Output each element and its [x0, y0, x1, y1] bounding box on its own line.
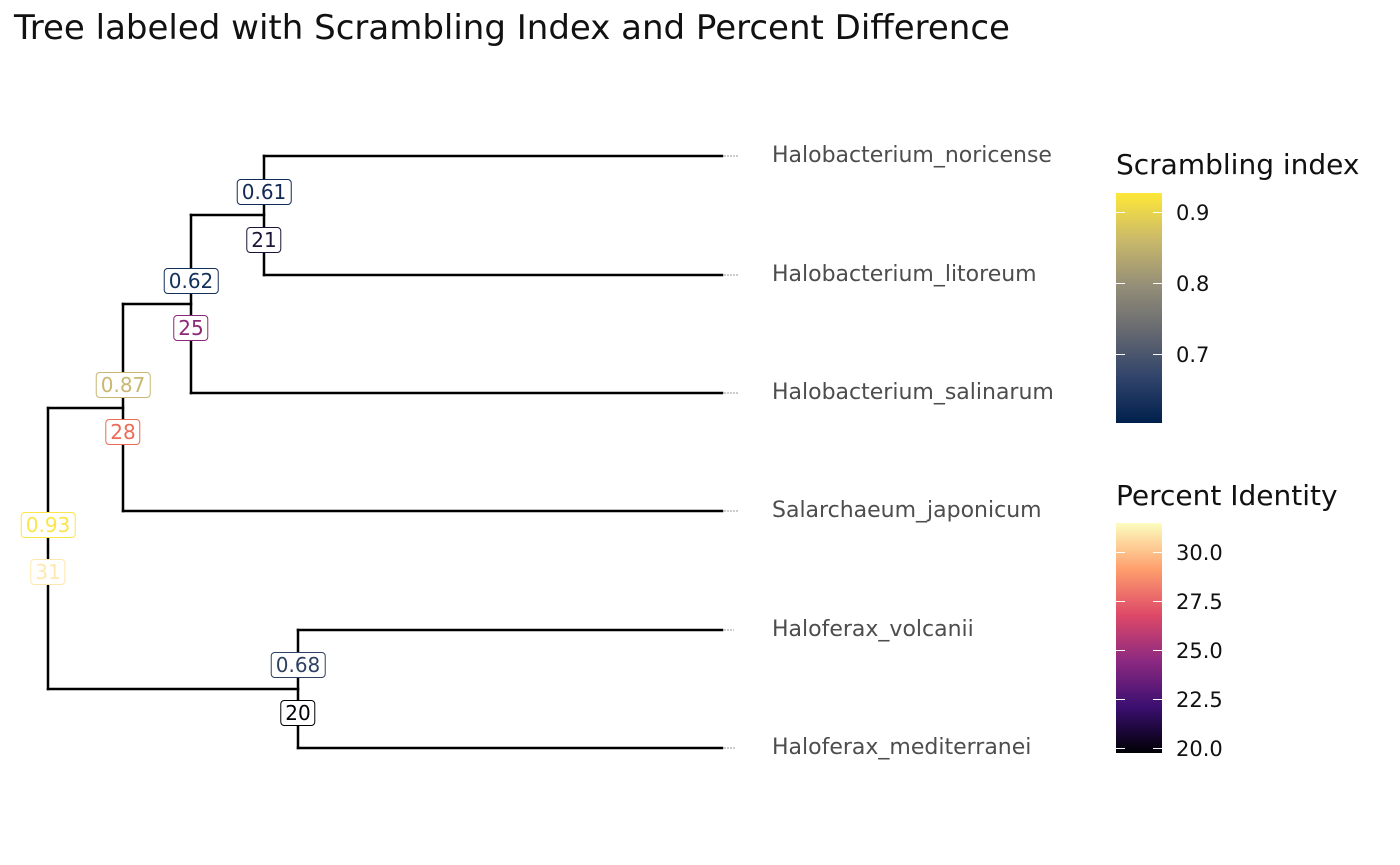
percent-identity-label: 25: [173, 315, 209, 341]
scrambling-legend-title: Scrambling index: [1116, 148, 1360, 181]
tip-label: Halobacterium_salinarum: [772, 380, 1054, 405]
tip-label: Salarchaeum_japonicum: [772, 498, 1042, 523]
tip-label: Haloferax_mediterranei: [772, 735, 1032, 760]
identity-tick-label: 20.0: [1176, 737, 1223, 761]
identity-tick-label: 25.0: [1176, 639, 1223, 663]
scrambling-index-label: 0.87: [95, 372, 151, 398]
percent-identity-label: 20: [280, 700, 316, 726]
scrambling-index-label: 0.62: [163, 268, 219, 294]
scrambling-tick-label: 0.7: [1176, 343, 1210, 367]
tree-diagram: [46, 154, 738, 750]
chart-title: Tree labeled with Scrambling Index and P…: [14, 8, 1010, 48]
scrambling-index-label: 0.93: [20, 512, 76, 538]
scrambling-tick-label: 0.9: [1176, 201, 1210, 225]
identity-tick-label: 22.5: [1176, 688, 1223, 712]
percent-identity-label: 31: [30, 559, 66, 585]
identity-legend-title: Percent Identity: [1116, 479, 1338, 512]
scrambling-tick-label: 0.8: [1176, 272, 1210, 296]
scrambling-index-label: 0.61: [236, 179, 292, 205]
tip-label: Halobacterium_litoreum: [772, 262, 1037, 287]
scrambling-colorbar: [1116, 193, 1162, 423]
tip-label: Halobacterium_noricense: [772, 143, 1052, 168]
scrambling-index-label: 0.68: [270, 652, 326, 678]
identity-colorbar: [1116, 523, 1162, 753]
percent-identity-label: 28: [105, 419, 141, 445]
tip-label: Haloferax_volcanii: [772, 617, 974, 642]
identity-tick-label: 30.0: [1176, 541, 1223, 565]
identity-tick-label: 27.5: [1176, 590, 1223, 614]
percent-identity-label: 21: [246, 227, 282, 253]
